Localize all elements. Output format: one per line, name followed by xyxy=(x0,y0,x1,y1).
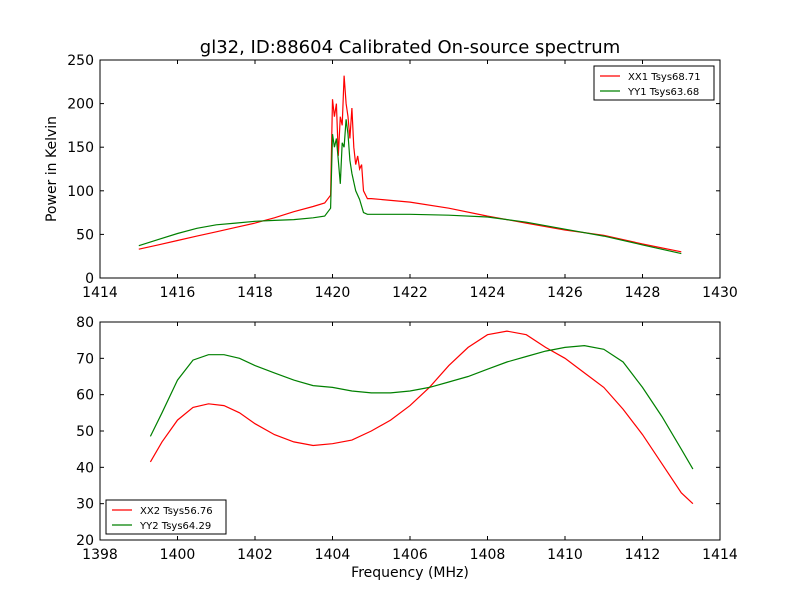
x-tick-label: 1400 xyxy=(160,547,196,563)
x-tick-label: 1430 xyxy=(702,285,738,301)
x-tick-label: 1408 xyxy=(470,547,506,563)
y-tick-label: 80 xyxy=(76,315,94,331)
x-tick-label: 1410 xyxy=(547,547,583,563)
x-tick-label: 1416 xyxy=(160,285,196,301)
y-tick-label: 20 xyxy=(76,533,94,549)
x-tick-label: 1428 xyxy=(625,285,661,301)
x-tick-label: 1420 xyxy=(315,285,351,301)
chart-1: 1414 1416 1418 1420 1422 1424 1426 1428 1430 0 50 1… xyxy=(44,53,738,301)
x-tick-label: 1418 xyxy=(237,285,273,301)
x-tick-label: 1404 xyxy=(315,547,351,563)
chart-2: 1398 1400 1402 1404 1406 1408 1410 1412 1414 20 30… xyxy=(76,315,738,581)
y-tick-label: 30 xyxy=(76,497,94,513)
x-tick-label: 1414 xyxy=(702,547,738,563)
x-tick-label: 1402 xyxy=(237,547,273,563)
legend-entry-label: YY1 Tsys63.68 xyxy=(627,87,699,98)
x-tick-label: 1422 xyxy=(392,285,428,301)
y-tick-label: 200 xyxy=(67,97,94,113)
y-tick-label: 150 xyxy=(67,140,94,156)
figure-title: gl32, ID:88604 Calibrated On-source spec… xyxy=(200,37,620,58)
x-tick-label: 1426 xyxy=(547,285,583,301)
x-tick-label: 1414 xyxy=(82,285,118,301)
y-tick-label: 100 xyxy=(67,184,94,200)
x-tick-label: 1424 xyxy=(470,285,506,301)
x-tick-label: 1412 xyxy=(625,547,661,563)
chart-1-series-line-2 xyxy=(138,119,682,255)
y-tick-label: 250 xyxy=(67,53,94,69)
chart-2-legend: XX2 Tsys56.76 YY2 Tsys64.29 xyxy=(105,499,227,535)
x-tick-label: 1398 xyxy=(82,547,118,563)
x-tick-label: 1406 xyxy=(392,547,428,563)
y-tick-label: 50 xyxy=(76,227,94,243)
chart-1-legend: XX1 Tsys68.71 YY1 Tsys63.68 xyxy=(593,65,715,101)
y-axis-label: Power in Kelvin xyxy=(44,116,60,222)
y-tick-label: 60 xyxy=(76,388,94,404)
legend-entry-label: XX2 Tsys56.76 xyxy=(140,506,213,517)
charts-container: 1414 1416 1418 1420 1422 1424 1426 1428 14300501… xyxy=(44,53,738,581)
legend-box xyxy=(105,499,227,535)
y-tick-label: 50 xyxy=(76,424,94,440)
x-axis-label: Frequency (MHz) xyxy=(351,565,469,581)
y-tick-label: 70 xyxy=(76,351,94,367)
chart-2-series-line-2 xyxy=(149,344,694,470)
y-tick-label: 0 xyxy=(85,271,94,287)
y-tick-label: 40 xyxy=(76,460,94,476)
chart-2-series-line-1 xyxy=(149,330,694,505)
legend-entry-label: YY2 Tsys64.29 xyxy=(139,521,211,532)
chart-1-series-line-1 xyxy=(138,75,682,253)
legend-box xyxy=(593,65,715,101)
legend-entry-label: XX1 Tsys68.71 xyxy=(628,72,701,83)
